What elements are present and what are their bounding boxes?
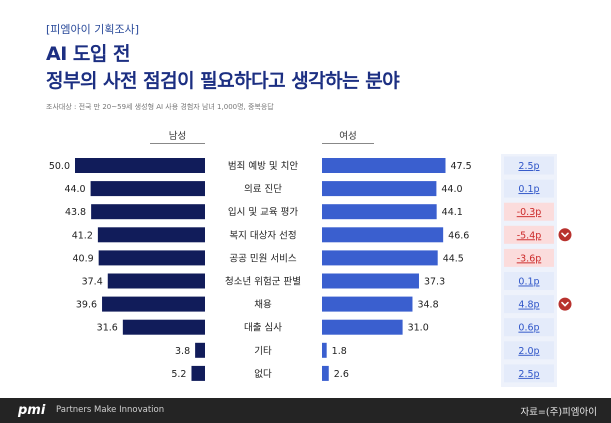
difference-badge [504,156,554,175]
difference-value-label: -3.6p [517,253,542,264]
male-bar [195,342,205,358]
category-label: 대출 심사 [244,323,282,334]
difference-badge [504,179,554,198]
difference-value-label: 2.5p [518,161,539,172]
chart-title-line1: AI 도입 전 [46,43,130,65]
female-bar [322,319,403,335]
female-header-underline [322,143,374,144]
category-label: 복지 대상자 선정 [229,230,296,241]
female-value-label: 44.5 [443,253,464,264]
chevron-down-icon [558,228,572,242]
female-bar [322,250,438,266]
difference-value-label: 0.1p [518,184,539,195]
category-label: 범죄 예방 및 치안 [228,160,298,172]
difference-value-label: 2.0p [518,346,539,357]
male-value-label: 37.4 [82,277,103,288]
male-bar [102,296,205,312]
female-value-label: 37.3 [424,277,445,288]
difference-value-label: -5.4p [517,230,542,241]
female-bar [322,273,419,289]
difference-value-label: 2.5p [518,369,539,380]
male-value-label: 40.9 [73,253,94,264]
chevron-down-glyph [561,232,569,238]
male-bar [122,319,205,335]
female-value-label: 1.8 [332,346,347,357]
female-value-label: 44.1 [442,207,463,218]
category-label: 입시 및 교육 평가 [228,206,298,218]
difference-badge [504,202,554,221]
category-label: 기타 [254,346,272,357]
category-label: 청소년 위험군 판별 [225,276,301,288]
source-credit: 자료=(주)피엠아이 [520,407,597,418]
category-label: 없다 [254,368,272,380]
category-label: 의료 진단 [244,184,282,195]
male-header-underline [150,143,205,144]
male-value-label: 44.0 [64,184,85,195]
difference-value-label: 4.8p [518,300,539,311]
survey-tag: [피엠아이 기획조사] [46,23,140,36]
female-bar [322,158,446,173]
female-bar [322,227,444,243]
female-bar [322,365,329,381]
difference-badge [504,272,554,290]
male-bar [107,273,205,289]
category-label: 채용 [254,300,272,311]
difference-badge [504,248,554,267]
pmi-logo: pmi [18,403,46,418]
female-value-label: 44.0 [441,184,462,195]
male-series-header: 남성 [168,131,187,142]
female-value-label: 46.6 [448,230,469,241]
female-bar [322,296,413,312]
chart-title-line2: 정부의 사전 점검이 필요하다고 생각하는 분야 [46,70,400,92]
survey-note: 조사대상 : 전국 만 20~59세 생성형 AI 사용 경험자 남녀 1,00… [46,103,274,111]
chart-card: [피엠아이 기획조사] AI 도입 전 정부의 사전 점검이 필요하다고 생각하… [0,0,611,398]
difference-value-label: 0.1p [518,277,539,288]
difference-badge [504,364,554,383]
male-value-label: 39.6 [76,300,97,311]
category-label: 공공 민원 서비스 [229,253,296,264]
female-bar [322,181,437,197]
footer-tagline: Partners Make Innovation [56,405,165,415]
footer-bar: pmi Partners Make Innovation 자료=(주)피엠아이 [0,398,611,423]
male-bar [91,204,205,220]
female-series-header: 여성 [339,131,357,142]
difference-badge [504,295,554,314]
female-value-label: 2.6 [334,369,349,380]
male-value-label: 3.8 [175,346,190,357]
female-value-label: 31.0 [408,323,429,334]
male-bar [98,250,205,266]
male-bar [75,158,205,173]
male-value-label: 5.2 [171,369,186,380]
difference-value-label: -0.3p [517,207,542,218]
male-value-label: 50.0 [49,161,70,172]
comparison-bar-chart: 50.0 범죄 예방 및 치안 47.5 2.5p 44.0 의료 진단 44.0 0.1p 4… [49,154,572,387]
difference-value-label: 0.6p [518,323,539,334]
male-value-label: 43.8 [65,207,86,218]
female-value-label: 47.5 [451,161,472,172]
female-bar [322,342,327,358]
difference-badge [504,225,554,244]
male-bar [191,365,205,381]
difference-badge [504,318,554,337]
female-value-label: 34.8 [417,300,438,311]
male-bar [90,181,205,197]
chevron-down-glyph [561,301,569,307]
chevron-down-icon [558,297,572,311]
male-value-label: 41.2 [72,230,93,241]
difference-badge [504,341,554,360]
female-bar [322,204,437,220]
male-value-label: 31.6 [97,323,118,334]
male-bar [97,227,205,243]
